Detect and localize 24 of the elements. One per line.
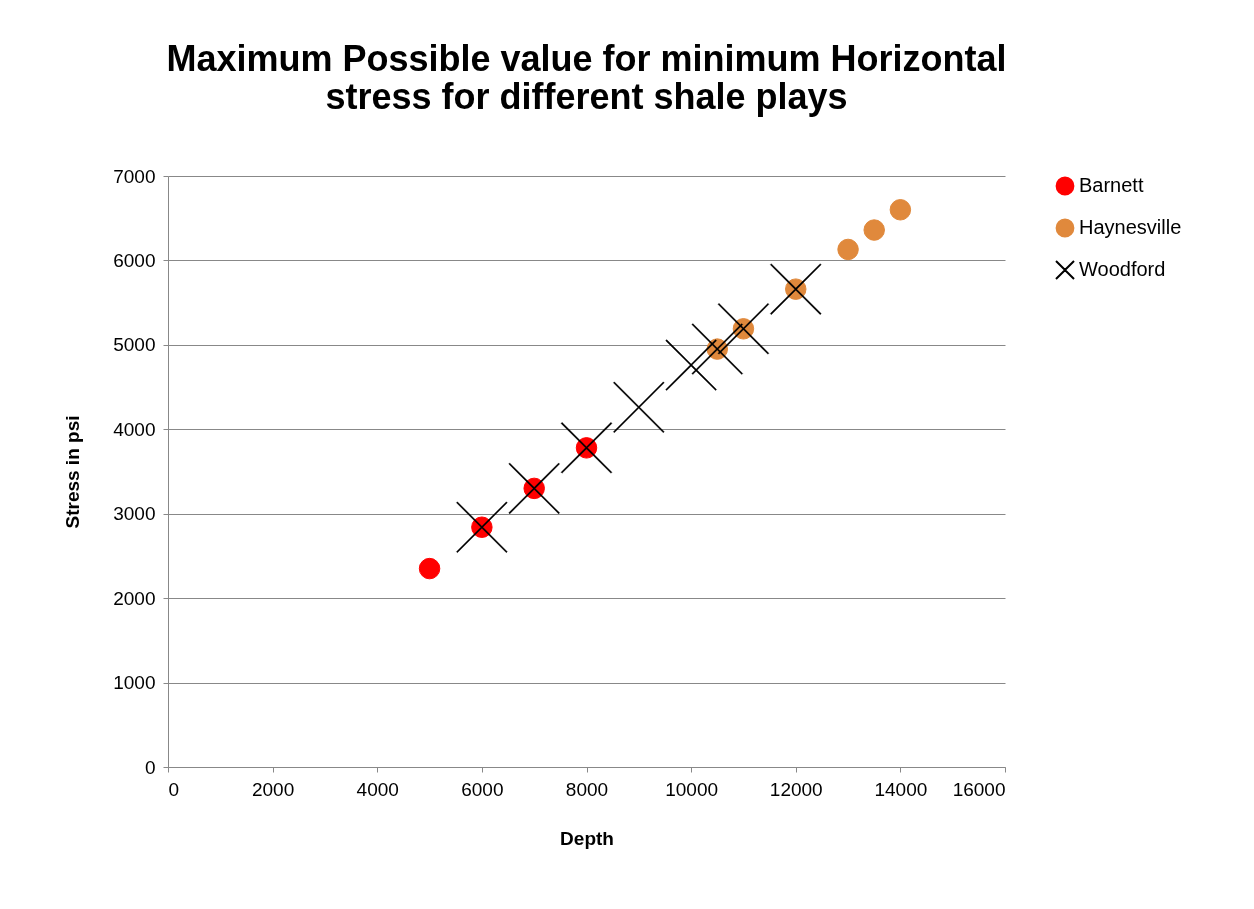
text: stress for different shale plays: [325, 76, 848, 117]
x-tick-label: 0: [168, 778, 180, 800]
x-tick-label: 8000: [565, 778, 609, 800]
y-axis-title: Stress in psi: [62, 415, 84, 529]
y-tick-label: 7000: [113, 165, 156, 187]
y-tick-label: 1000: [113, 672, 156, 694]
y-tick-label: 6000: [113, 249, 156, 271]
x-tick-label: 4000: [356, 778, 399, 800]
x-tick-label: 2000: [251, 778, 295, 800]
x-tick-label: 16000: [952, 778, 1006, 800]
x-tick-label: 12000: [769, 778, 823, 800]
x-tick-label: 6000: [461, 778, 504, 800]
x-axis-title: Depth: [560, 827, 614, 849]
legend-label: Barnett: [1079, 174, 1144, 196]
y-tick-label: 3000: [113, 503, 156, 525]
text: Maximum Possible value for minimum Horizontal: [166, 38, 1007, 79]
y-tick-label: 0: [144, 756, 156, 778]
x-tick-label: 10000: [665, 778, 719, 800]
legend-label: Woodford: [1079, 258, 1166, 280]
y-tick-label: 5000: [113, 334, 156, 356]
legend-label: Haynesville: [1079, 216, 1182, 238]
x-tick-label: 14000: [874, 778, 928, 800]
y-tick-label: 4000: [113, 418, 156, 440]
y-tick-label: 2000: [113, 587, 156, 609]
